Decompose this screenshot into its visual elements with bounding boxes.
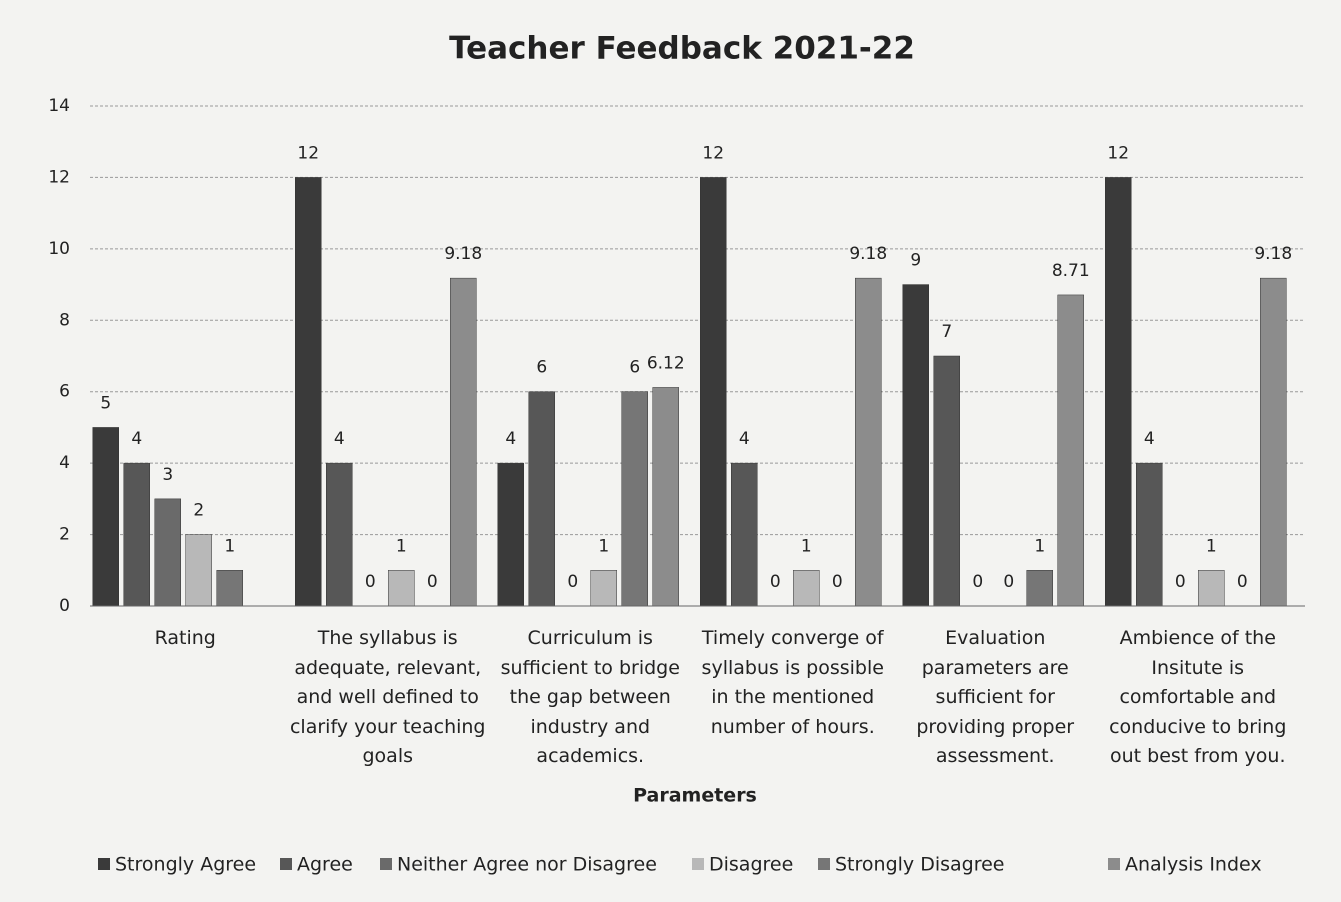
data-label: 0 (1175, 572, 1186, 592)
bar (450, 277, 477, 607)
data-label: 0 (365, 572, 376, 592)
legend-label: Agree (297, 854, 353, 876)
data-label: 1 (1034, 536, 1045, 556)
bar (123, 462, 150, 607)
legend-label: Strongly Agree (115, 854, 256, 876)
y-tick-label: 12 (48, 167, 70, 187)
x-tick-label: Rating (154, 627, 216, 649)
legend-swatch (692, 858, 704, 870)
bar (1136, 462, 1163, 607)
data-label: 4 (1144, 429, 1155, 449)
data-label: 0 (972, 572, 983, 592)
x-tick-label: Timely converge of syllabus is possible … (701, 627, 884, 738)
legend-label: Disagree (709, 854, 793, 876)
data-label: 8.71 (1052, 261, 1090, 281)
data-label: 9.18 (849, 244, 887, 264)
y-tick-label: 0 (59, 596, 70, 616)
bar (154, 498, 181, 607)
bar (528, 391, 555, 607)
data-label: 12 (702, 143, 724, 163)
y-tick-label: 10 (48, 239, 70, 259)
y-tick-label: 14 (48, 96, 70, 116)
legend-swatch (1108, 858, 1120, 870)
bar (185, 534, 212, 607)
bar (1105, 177, 1132, 607)
bar (216, 570, 243, 607)
data-label: 1 (396, 536, 407, 556)
bar (621, 391, 648, 607)
data-label: 0 (770, 572, 781, 592)
x-tick-label: Curriculum is sufficient to bridge the g… (500, 627, 680, 767)
data-label: 0 (1237, 572, 1248, 592)
chart-title: Teacher Feedback 2021-22 (449, 31, 915, 67)
data-label: 0 (832, 572, 843, 592)
data-label: 2 (193, 501, 204, 521)
bar (1026, 570, 1053, 607)
y-tick-label: 4 (59, 453, 70, 473)
data-label: 7 (941, 322, 952, 342)
legend-label: Analysis Index (1125, 854, 1262, 876)
bar (295, 177, 322, 607)
bar (590, 570, 617, 607)
x-tick-label: Ambience of the Insitute is comfortable … (1109, 627, 1287, 767)
bar (902, 284, 929, 607)
data-label: 12 (1107, 143, 1129, 163)
data-label: 4 (131, 429, 142, 449)
bar (793, 570, 820, 607)
bar (1057, 294, 1084, 607)
legend-swatch (380, 858, 392, 870)
data-label: 0 (427, 572, 438, 592)
data-label: 4 (739, 429, 750, 449)
bar (1198, 570, 1225, 607)
bar (497, 462, 524, 607)
bar (731, 462, 758, 607)
data-label: 0 (567, 572, 578, 592)
bar (92, 427, 119, 607)
y-tick-label: 8 (59, 310, 70, 330)
data-label: 4 (505, 429, 516, 449)
data-label: 6 (629, 358, 640, 378)
data-label: 3 (162, 465, 173, 485)
legend-swatch (98, 858, 110, 870)
x-tick-label: The syllabus is adequate, relevant, and … (289, 627, 486, 767)
data-label: 5 (100, 393, 111, 413)
y-tick-label: 2 (59, 525, 70, 545)
data-label: 4 (334, 429, 345, 449)
data-label: 1 (598, 536, 609, 556)
data-label: 9.18 (444, 244, 482, 264)
bar (1260, 277, 1287, 607)
bar (700, 177, 727, 607)
data-label: 1 (801, 536, 812, 556)
bar (933, 355, 960, 607)
y-tick-label: 6 (59, 382, 70, 402)
bar (388, 570, 415, 607)
data-label: 1 (224, 536, 235, 556)
legend-swatch (818, 858, 830, 870)
legend-label: Neither Agree nor Disagree (397, 854, 657, 876)
data-label: 9.18 (1254, 244, 1292, 264)
x-tick-label: Evaluation parameters are sufficient for… (916, 627, 1075, 767)
data-label: 6.12 (647, 353, 685, 373)
bar (652, 387, 679, 607)
x-axis-label: Parameters (633, 785, 757, 807)
bar (855, 277, 882, 607)
data-label: 6 (536, 358, 547, 378)
data-label: 1 (1206, 536, 1217, 556)
data-label: 12 (297, 143, 319, 163)
legend-label: Strongly Disagree (835, 854, 1004, 876)
data-label: 0 (1003, 572, 1014, 592)
data-label: 9 (910, 251, 921, 271)
bar (326, 462, 353, 607)
legend-swatch (280, 858, 292, 870)
